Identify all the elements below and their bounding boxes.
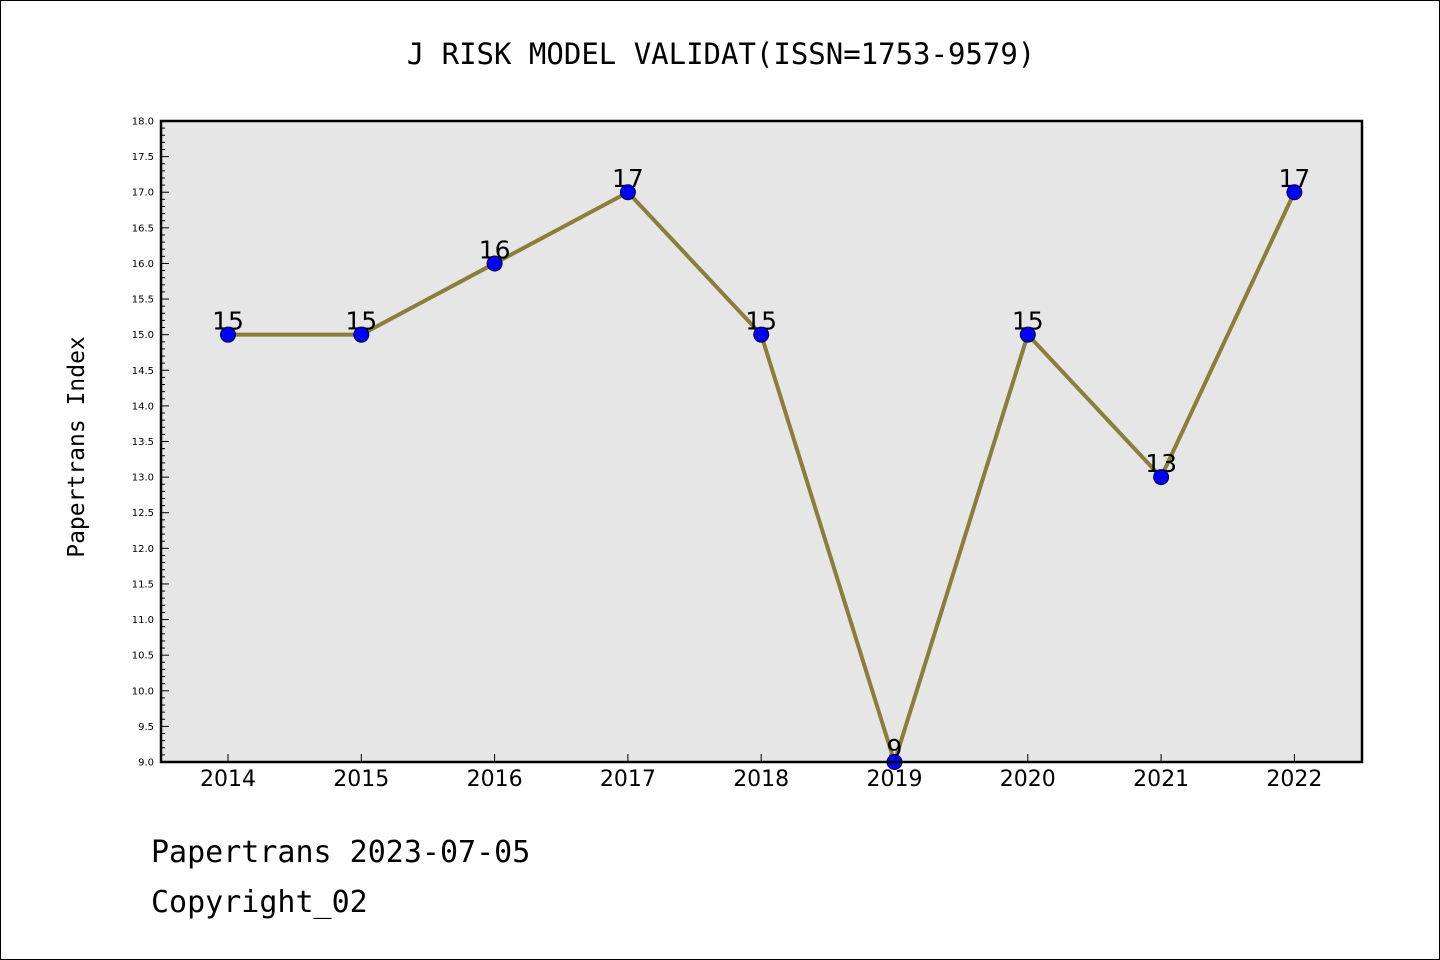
data-point [353,326,370,343]
y-tick-label: 9.5 [138,722,154,733]
y-tick-label: 15.5 [132,295,154,306]
y-tick-label: 17.5 [132,152,154,163]
data-point [619,184,636,201]
data-point [220,326,236,343]
y-tick-label: 11.5 [132,579,154,590]
y-tick-label: 13.5 [132,437,154,448]
footer-copyright: Copyright_02 [151,885,368,920]
y-tick-label: 13.0 [132,473,154,484]
y-tick-label: 17.0 [132,188,154,199]
y-tick-label: 14.5 [132,366,154,377]
y-tick-label: 12.0 [132,544,154,555]
x-tick-label: 2020 [1000,767,1056,792]
y-tick-label: 16.5 [132,223,154,234]
footer-date-line: Papertrans 2023-07-05 [151,835,531,870]
x-tick-label: 2018 [733,767,789,792]
data-point [753,326,770,343]
y-tick-label: 9.0 [138,758,154,769]
chart-title: J RISK MODEL VALIDAT(ISSN=1753-9579) [406,37,1036,71]
y-tick-label: 10.5 [132,651,154,662]
y-tick-label: 16.0 [132,259,154,270]
y-tick-label: 10.0 [132,686,154,697]
data-point [1286,184,1303,201]
plot-area [161,121,1362,762]
data-point [1019,326,1036,343]
y-tick-label: 12.5 [132,508,154,519]
y-tick-label: 11.0 [132,615,154,626]
x-tick-label: 2017 [600,767,656,792]
x-tick-label: 2016 [467,767,523,792]
x-tick-label: 2022 [1266,767,1322,792]
data-point [1153,469,1170,486]
data-point [486,255,503,272]
x-tick-label: 2021 [1133,767,1189,792]
y-tick-label: 18.0 [132,117,154,128]
x-tick-label: 2019 [867,767,923,792]
y-tick-label: 14.0 [132,401,154,412]
x-tick-label: 2014 [200,767,256,792]
y-tick-label: 15.0 [132,330,154,341]
x-tick-label: 2015 [333,767,389,792]
plot-border [159,119,1364,764]
